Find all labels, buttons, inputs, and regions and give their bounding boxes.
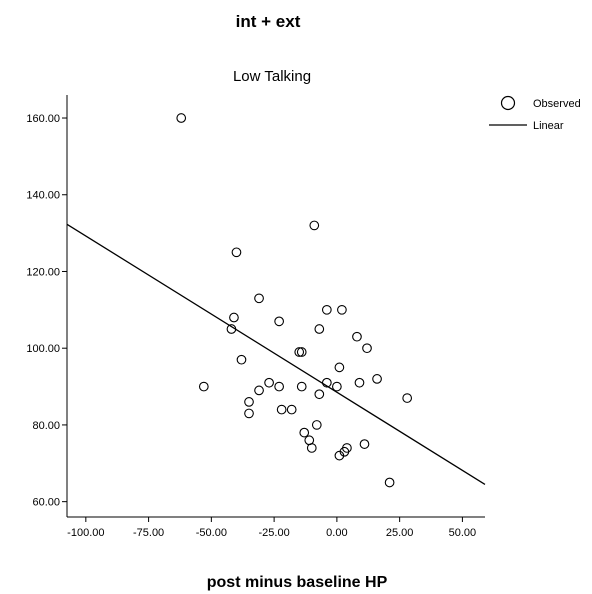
data-point — [286, 404, 297, 415]
data-point — [294, 347, 305, 357]
data-point — [254, 293, 264, 304]
legend: Observed Linear — [489, 95, 581, 132]
data-point — [176, 113, 187, 123]
data-point — [359, 439, 370, 449]
legend-observed-label: Observed — [533, 98, 581, 110]
x-tick-label: 0.00 — [326, 527, 347, 539]
x-tick-label: -100.00 — [67, 527, 104, 539]
x-axis-label: post minus baseline HP — [207, 574, 388, 591]
data-point — [274, 381, 284, 392]
data-point — [372, 374, 382, 384]
data-point — [334, 450, 345, 461]
y-tick-label: 100.00 — [26, 343, 60, 355]
y-tick-label: 120.00 — [26, 266, 60, 278]
legend-linear-label: Linear — [533, 120, 564, 132]
data-point — [332, 381, 342, 392]
y-tick-label: 80.00 — [32, 420, 60, 432]
data-point — [354, 377, 365, 388]
plot-group: 60.00 80.00 100.00 120.00 140.00 160.00 -100.0… — [26, 95, 486, 539]
chart-subtitle: Low Talking — [233, 68, 311, 85]
linear-fit-line — [66, 223, 486, 485]
x-tick-label: 25.00 — [386, 527, 414, 539]
data-point — [198, 381, 209, 392]
data-point — [236, 354, 247, 365]
x-tick-label: 50.00 — [449, 527, 477, 539]
data-point — [299, 427, 310, 438]
data-point — [226, 324, 237, 334]
data-point — [274, 316, 284, 327]
data-point — [296, 347, 307, 357]
y-tick-label: 60.00 — [32, 497, 60, 509]
data-point — [311, 420, 322, 430]
data-point — [229, 312, 239, 323]
data-point — [309, 220, 320, 231]
data-point — [264, 377, 274, 388]
data-point — [244, 408, 254, 419]
x-tick-label: -50.00 — [196, 527, 227, 539]
data-point — [402, 393, 413, 403]
x-tick-label: -25.00 — [259, 527, 290, 539]
data-point — [254, 385, 264, 396]
data-point — [244, 397, 254, 407]
data-point — [306, 443, 317, 453]
data-point — [362, 343, 372, 354]
data-point — [296, 381, 307, 392]
data-point — [334, 362, 345, 373]
data-point — [337, 304, 347, 315]
chart-title: int + ext — [236, 12, 301, 31]
data-point — [352, 331, 362, 342]
data-point — [314, 324, 325, 334]
data-point — [321, 304, 332, 315]
data-point — [231, 247, 242, 258]
legend-observed-marker — [500, 95, 516, 111]
data-point — [276, 404, 287, 415]
y-tick-label: 160.00 — [26, 113, 60, 125]
x-tick-label: -75.00 — [133, 527, 164, 539]
y-tick-label: 140.00 — [26, 190, 60, 202]
data-point — [321, 377, 332, 388]
data-point — [384, 477, 395, 488]
data-point — [314, 389, 325, 400]
